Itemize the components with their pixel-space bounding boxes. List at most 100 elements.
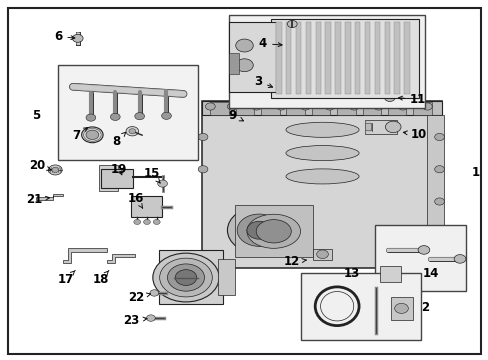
Circle shape: [126, 127, 139, 136]
Bar: [300, 273, 420, 339]
Circle shape: [205, 103, 215, 110]
Bar: [427, 116, 444, 255]
Bar: [271, 19, 418, 98]
Bar: [201, 101, 441, 268]
Text: 9: 9: [228, 109, 243, 122]
Bar: [234, 205, 312, 257]
Text: 3: 3: [254, 75, 272, 88]
Ellipse shape: [285, 145, 358, 161]
Bar: [58, 65, 198, 160]
Text: 5: 5: [32, 109, 40, 122]
Circle shape: [235, 59, 253, 72]
Circle shape: [251, 103, 261, 110]
Circle shape: [86, 114, 96, 121]
Circle shape: [198, 166, 207, 173]
Circle shape: [394, 303, 407, 314]
Text: 16: 16: [128, 192, 144, 208]
Bar: [404, 22, 409, 94]
Circle shape: [48, 165, 62, 175]
Text: 11: 11: [398, 93, 426, 106]
Bar: [345, 22, 350, 94]
Circle shape: [143, 220, 150, 225]
Text: 2: 2: [420, 301, 428, 314]
Circle shape: [237, 214, 281, 246]
Bar: [365, 123, 370, 130]
Circle shape: [175, 270, 196, 285]
Text: 8: 8: [112, 132, 125, 148]
Circle shape: [300, 103, 310, 110]
Bar: [217, 259, 234, 295]
Bar: [374, 225, 466, 291]
Circle shape: [434, 226, 444, 234]
Text: 19: 19: [111, 163, 127, 176]
Circle shape: [276, 103, 285, 110]
Bar: [384, 22, 389, 94]
Circle shape: [417, 246, 429, 254]
Circle shape: [150, 290, 158, 296]
Bar: [235, 102, 254, 115]
Ellipse shape: [246, 214, 300, 248]
Circle shape: [235, 39, 253, 52]
Circle shape: [153, 253, 219, 302]
Circle shape: [246, 221, 271, 239]
Polygon shape: [63, 248, 107, 263]
Circle shape: [52, 167, 59, 172]
Circle shape: [434, 134, 444, 140]
Circle shape: [158, 180, 167, 187]
Bar: [101, 169, 133, 188]
Bar: [335, 22, 340, 94]
Ellipse shape: [285, 122, 358, 137]
Text: 15: 15: [143, 167, 160, 183]
Circle shape: [159, 258, 212, 297]
Bar: [362, 102, 380, 115]
Text: 12: 12: [284, 255, 305, 268]
Circle shape: [434, 166, 444, 173]
Circle shape: [453, 255, 465, 263]
Bar: [285, 22, 291, 94]
Circle shape: [129, 129, 136, 134]
Bar: [228, 15, 424, 108]
Circle shape: [397, 103, 407, 110]
Text: 20: 20: [29, 159, 51, 172]
Bar: [261, 102, 279, 115]
Text: 18: 18: [92, 270, 109, 286]
Bar: [276, 22, 281, 94]
Circle shape: [227, 103, 237, 110]
Circle shape: [434, 198, 444, 205]
Circle shape: [348, 103, 358, 110]
Text: 4: 4: [258, 37, 282, 50]
Bar: [159, 250, 222, 304]
Bar: [374, 22, 379, 94]
Circle shape: [227, 207, 290, 253]
Bar: [295, 22, 301, 94]
Bar: [387, 102, 406, 115]
Circle shape: [287, 21, 297, 28]
Circle shape: [72, 35, 83, 42]
Text: 10: 10: [403, 127, 427, 141]
Circle shape: [385, 121, 400, 133]
Text: 21: 21: [26, 193, 49, 206]
Circle shape: [135, 113, 144, 120]
Bar: [364, 22, 369, 94]
Circle shape: [373, 103, 383, 110]
Bar: [379, 266, 400, 282]
Circle shape: [110, 113, 120, 121]
Circle shape: [161, 112, 171, 120]
Text: 6: 6: [54, 30, 75, 43]
Bar: [131, 196, 161, 217]
Text: 14: 14: [422, 267, 438, 280]
Circle shape: [86, 130, 99, 139]
Circle shape: [153, 220, 160, 225]
Circle shape: [316, 250, 328, 258]
Circle shape: [167, 264, 204, 291]
Text: 23: 23: [123, 314, 147, 327]
Bar: [412, 102, 431, 115]
Polygon shape: [36, 194, 63, 200]
Circle shape: [422, 103, 431, 110]
Ellipse shape: [256, 220, 291, 243]
Bar: [312, 249, 331, 260]
Bar: [210, 102, 228, 115]
Text: 13: 13: [343, 267, 359, 280]
Bar: [286, 102, 305, 115]
Circle shape: [198, 134, 207, 140]
